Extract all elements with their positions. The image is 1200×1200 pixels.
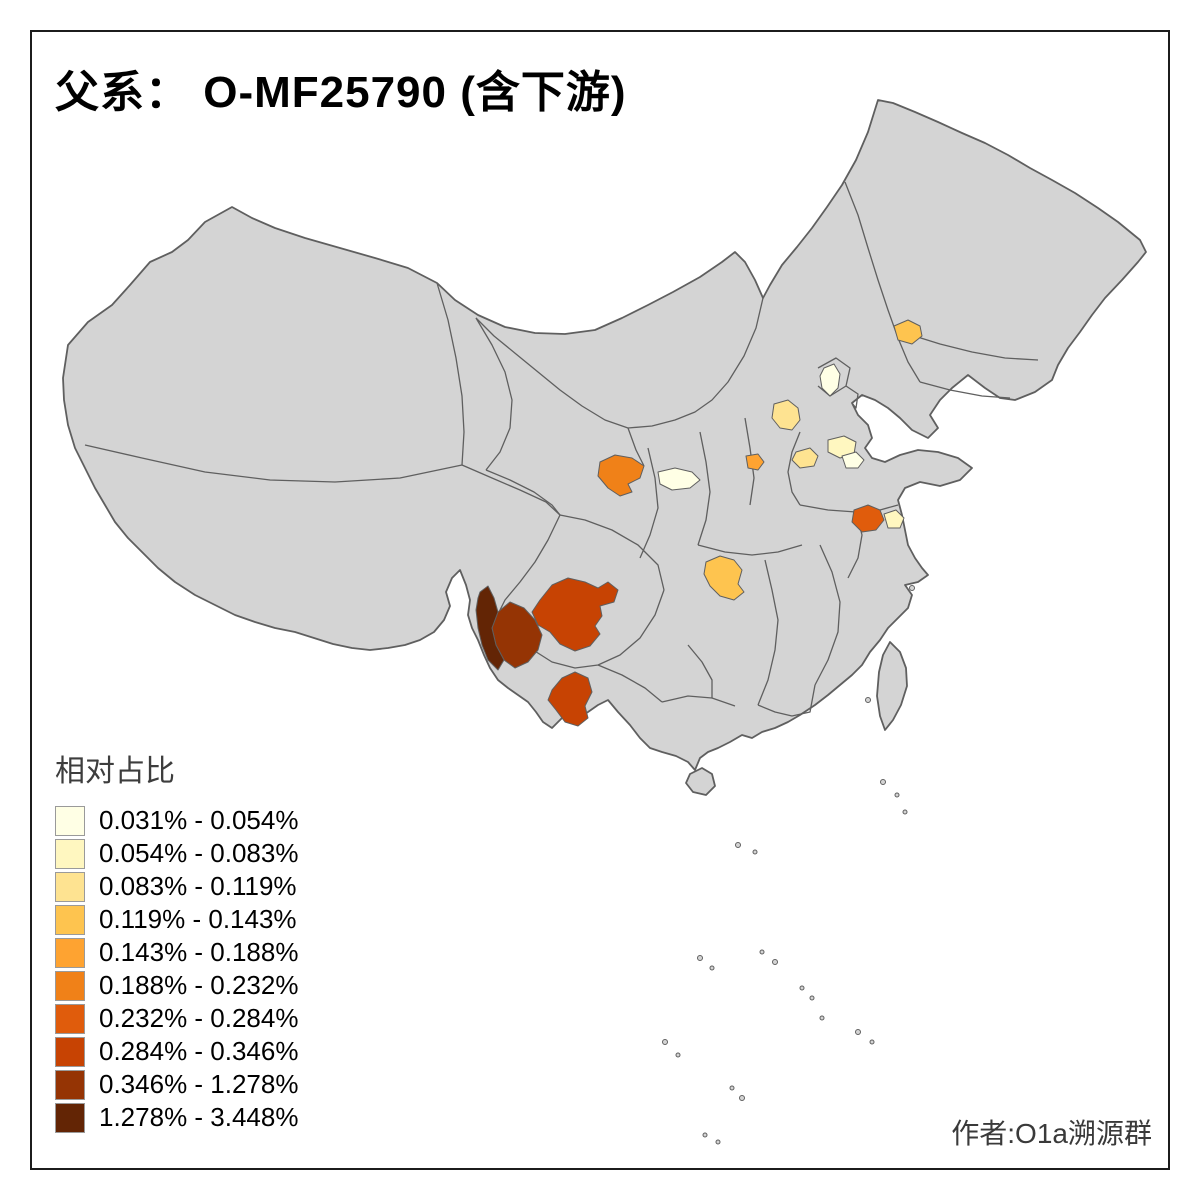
legend-label: 0.143% - 0.188% <box>99 937 299 967</box>
highlight-region-sichuan <box>531 577 619 652</box>
legend-title: 相对占比 <box>55 755 175 788</box>
legend-item: 0.083% - 0.119% <box>55 870 298 903</box>
highlight-regions <box>475 319 923 727</box>
legend-item: 0.054% - 0.083% <box>55 837 298 870</box>
highlight-region-hubei <box>703 555 745 601</box>
highlight-region-northeast <box>893 319 923 345</box>
legend-item: 0.143% - 0.188% <box>55 936 298 969</box>
page-title: 父系： O-MF25790 (含下游) <box>55 68 627 117</box>
highlight-region-shaanxi <box>597 454 645 497</box>
legend-swatch <box>55 1069 85 1100</box>
legend-item: 0.119% - 0.143% <box>55 903 298 936</box>
legend-item: 0.188% - 0.232% <box>55 969 298 1002</box>
legend-swatch <box>55 1003 85 1034</box>
legend-item: 0.031% - 0.054% <box>55 804 298 837</box>
legend: 相对占比 0.031% - 0.054% 0.054% - 0.083% 0.0… <box>55 746 298 1134</box>
legend-label: 0.119% - 0.143% <box>99 904 297 934</box>
legend-item: 0.284% - 0.346% <box>55 1035 298 1068</box>
legend-label: 0.054% - 0.083% <box>99 838 299 868</box>
legend-item: 0.346% - 1.278% <box>55 1068 298 1101</box>
highlight-region-jiangsu-pale <box>883 509 905 529</box>
china-mainland-outline <box>62 99 1147 771</box>
legend-swatch <box>55 970 85 1001</box>
highlight-region-yunnan-south <box>547 671 593 727</box>
legend-label: 0.346% - 1.278% <box>99 1069 299 1099</box>
legend-label: 0.031% - 0.054% <box>99 805 299 835</box>
legend-label: 1.278% - 3.448% <box>99 1102 299 1132</box>
highlight-region-hebei <box>771 399 801 431</box>
legend-swatch <box>55 838 85 869</box>
legend-label: 0.083% - 0.119% <box>99 871 297 901</box>
legend-label: 0.284% - 0.346% <box>99 1036 299 1066</box>
highlight-region-beijing-area <box>819 363 841 397</box>
highlight-region-shandong-west <box>791 447 819 469</box>
author-credit: 作者:O1a溯源群 <box>951 1118 1152 1149</box>
legend-swatch <box>55 904 85 935</box>
legend-label: 0.232% - 0.284% <box>99 1003 299 1033</box>
highlight-region-shanxi <box>745 453 765 471</box>
legend-label: 0.188% - 0.232% <box>99 970 299 1000</box>
taiwan-island <box>876 641 908 731</box>
south-china-sea-islands <box>662 585 915 1145</box>
legend-swatch <box>55 871 85 902</box>
legend-swatch <box>55 1102 85 1133</box>
hainan-island <box>685 767 716 796</box>
legend-swatch <box>55 805 85 836</box>
highlight-region-shandong-east <box>841 451 865 469</box>
legend-item: 1.278% - 3.448% <box>55 1101 298 1134</box>
highlight-region-central-pale <box>657 467 701 491</box>
legend-item: 0.232% - 0.284% <box>55 1002 298 1035</box>
highlight-region-yunnan-west <box>475 585 505 671</box>
legend-swatch <box>55 1036 85 1067</box>
legend-swatch <box>55 937 85 968</box>
highlight-region-jiangsu-orange <box>851 504 885 533</box>
